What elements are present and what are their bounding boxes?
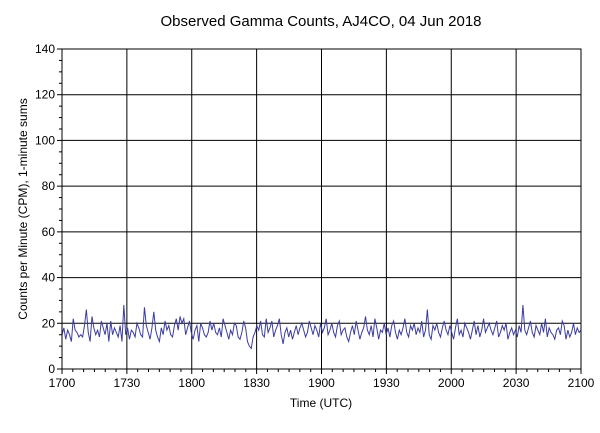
- y-tick-label: 20: [42, 316, 56, 330]
- y-tick-label: 40: [42, 271, 56, 285]
- x-tick-label: 1900: [308, 376, 335, 390]
- axes: 0 20 40 60 80 100 120 140 1700 1730 1800 1830 1900 19…: [35, 42, 595, 390]
- x-tick-label: 1800: [178, 376, 205, 390]
- x-tick-label: 2030: [503, 376, 530, 390]
- x-tick-label: 1700: [49, 376, 76, 390]
- x-tick-label: 2100: [568, 376, 595, 390]
- chart-title: Observed Gamma Counts, AJ4CO, 04 Jun 201…: [161, 13, 482, 30]
- x-axis-label: Time (UTC): [290, 396, 352, 410]
- y-tick-label: 80: [42, 179, 56, 193]
- y-tick-label: 140: [35, 42, 55, 56]
- series-layer: [61, 304, 582, 350]
- series-line: [61, 304, 582, 350]
- y-tick-label: 100: [35, 133, 55, 147]
- x-tick-label: 1730: [114, 376, 141, 390]
- x-tick-label: 2000: [438, 376, 465, 390]
- x-tick-label: 1930: [373, 376, 400, 390]
- y-axis-label: Counts per Minute (CPM), 1-minute sums: [16, 98, 30, 319]
- x-tick-label: 1830: [243, 376, 270, 390]
- grid-lines: [62, 49, 581, 369]
- y-tick-label: 0: [48, 362, 55, 376]
- y-tick-label: 60: [42, 225, 56, 239]
- y-tick-label: 120: [35, 88, 55, 102]
